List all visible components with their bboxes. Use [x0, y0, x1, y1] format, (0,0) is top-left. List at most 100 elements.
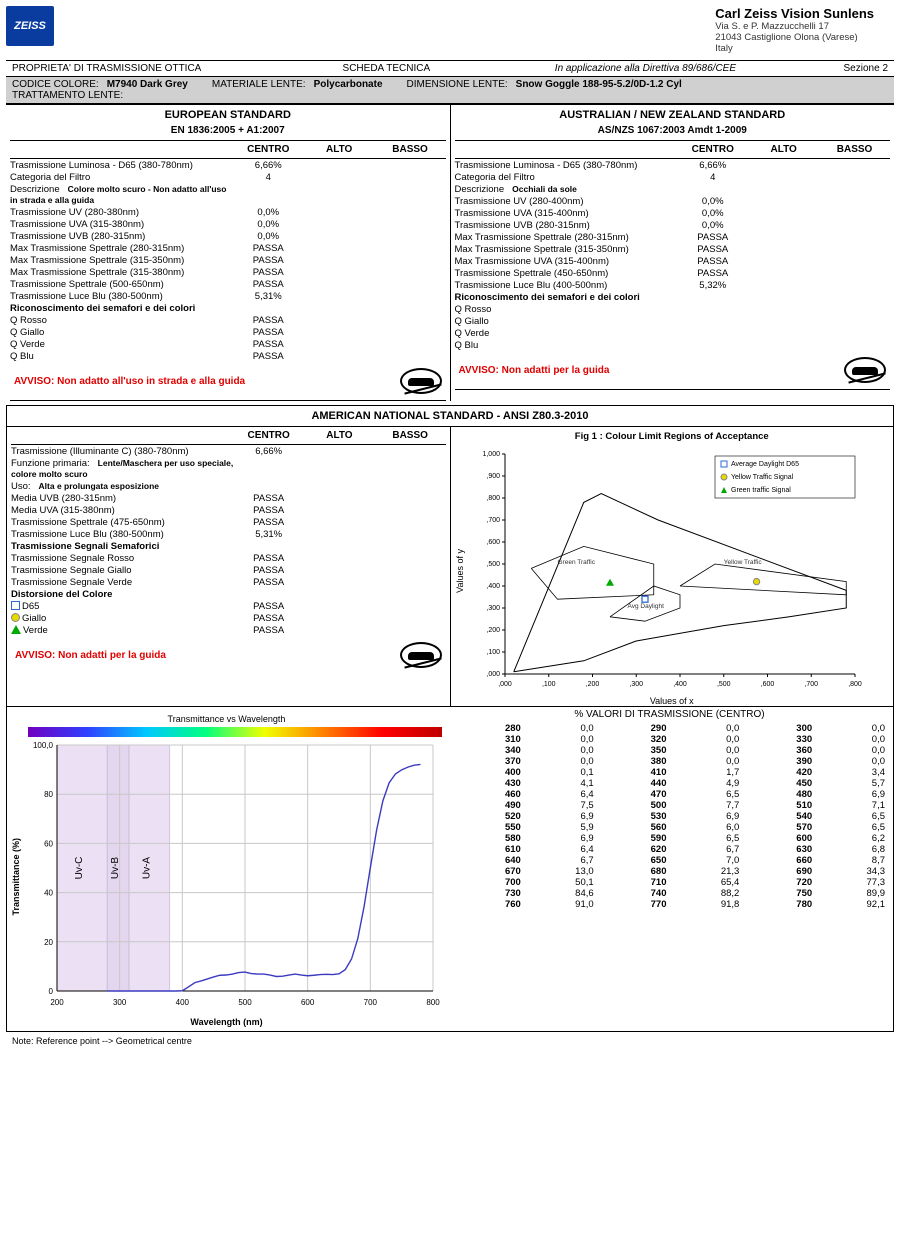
trans-value: 6,2 — [818, 833, 885, 844]
data-row: Max Trasmissione Spettrale (315-350nm)PA… — [455, 243, 891, 255]
aus-rows: Trasmissione Luminosa - D65 (380-780nm)6… — [455, 159, 891, 291]
bottom-row: Transmittance vs Wavelength Transmittanc… — [6, 707, 894, 1032]
svg-text:500: 500 — [238, 998, 252, 1007]
trans-value: 6,8 — [818, 844, 885, 855]
svg-text:,400: ,400 — [673, 681, 687, 688]
eu-warning: AVVISO: Non adatto all'uso in strada e a… — [14, 376, 245, 387]
wavelength-nm: 500 — [600, 800, 667, 811]
wavelength-nm: 430 — [454, 778, 521, 789]
data-row: Trasmissione Luminosa - D65 (380-780nm)6… — [455, 159, 891, 171]
wavelength-nm: 740 — [600, 888, 667, 899]
wavelength-nm: 280 — [454, 723, 521, 734]
data-row: DescrizioneColore molto scuro - Non adat… — [10, 183, 446, 206]
svg-text:400: 400 — [176, 998, 190, 1007]
company-name: Carl Zeiss Vision Sunlens — [715, 6, 874, 21]
wavelength-nm: 770 — [600, 899, 667, 910]
wavelength-nm: 440 — [600, 778, 667, 789]
ansi-distortion: D65PASSAGialloPASSAVerdePASSA — [11, 600, 446, 636]
fig1-chart: ,000,100,200,300,400,500,600,700,800,000… — [465, 446, 865, 696]
eu-traffic-header: Riconoscimento dei semafori e dei colori — [10, 302, 446, 314]
data-row: Trasmissione Spettrale (450-650nm)PASSA — [455, 267, 891, 279]
wavelength-nm: 350 — [600, 745, 667, 756]
trans-value: 6,5 — [818, 811, 885, 822]
sq-marker-icon — [11, 601, 20, 610]
svg-text:300: 300 — [113, 998, 127, 1007]
data-row: Trasmissione Segnale RossoPASSA — [11, 552, 446, 564]
wavelength-nm: 420 — [745, 767, 812, 778]
data-row: Trasmissione UVA (315-380nm)0,0% — [10, 218, 446, 230]
svg-text:,100: ,100 — [541, 681, 555, 688]
wavelength-nm: 460 — [454, 789, 521, 800]
wavelength-nm: 710 — [600, 877, 667, 888]
wavelength-nm: 330 — [745, 734, 812, 745]
wavelength-nm: 530 — [600, 811, 667, 822]
trans-value: 91,0 — [527, 899, 594, 910]
data-row: Trasmissione (Illuminante C) (380-780nm)… — [11, 445, 446, 457]
trans-value: 6,0 — [673, 822, 740, 833]
spectrum-bar — [28, 727, 442, 737]
svg-text:100,0: 100,0 — [33, 741, 54, 750]
ansi-warning-row: AVVISO: Non adatti per la guida — [11, 636, 446, 674]
data-row: Categoria del Filtro4 — [10, 171, 446, 183]
trans-value: 7,1 — [818, 800, 885, 811]
svg-text:200: 200 — [50, 998, 64, 1007]
trans-value: 0,0 — [673, 745, 740, 756]
wavelength-nm: 600 — [745, 833, 812, 844]
ansi-distortion-header: Distorsione del Colore — [11, 588, 446, 600]
ansi-panel: AMERICAN NATIONAL STANDARD - ANSI Z80.3-… — [6, 405, 894, 707]
svg-text:,300: ,300 — [629, 681, 643, 688]
trans-value: 0,0 — [527, 745, 594, 756]
trans-value: 6,9 — [818, 789, 885, 800]
svg-text:Uv-A: Uv-A — [141, 857, 152, 880]
eu-col-heads: CENTROALTOBASSO — [10, 141, 446, 159]
data-row: Q RossoPASSA — [10, 314, 446, 326]
spectrum-title: Transmittance vs Wavelength — [11, 711, 442, 727]
data-row: Funzione primaria:Lente/Maschera per uso… — [11, 457, 446, 480]
ansi-col-heads: CENTROALTOBASSO — [11, 427, 446, 445]
wavelength-nm: 510 — [745, 800, 812, 811]
data-row: VerdePASSA — [11, 624, 446, 636]
trans-value: 6,9 — [527, 811, 594, 822]
trans-value: 6,5 — [673, 789, 740, 800]
header: ZEISS Carl Zeiss Vision Sunlens Via S. e… — [6, 6, 894, 54]
spectrum-chart: Uv-CUv-BUv-A2003004005006007008000204060… — [21, 737, 441, 1017]
data-row: Trasmissione UVB (280-315nm)0,0% — [455, 219, 891, 231]
wavelength-nm: 720 — [745, 877, 812, 888]
no-driving-icon — [400, 642, 442, 668]
data-row: DescrizioneOcchiali da sole — [455, 183, 891, 195]
svg-text:80: 80 — [44, 790, 53, 799]
color-code-label: CODICE COLORE: — [12, 79, 99, 90]
data-row: Q Blu — [455, 339, 891, 351]
titlebar-section: Sezione 2 — [800, 61, 894, 76]
wavelength-nm: 570 — [745, 822, 812, 833]
spectrum-chart-box: Transmittance vs Wavelength Transmittanc… — [7, 707, 446, 1031]
zeiss-logo: ZEISS — [6, 6, 54, 46]
svg-text:Uv-C: Uv-C — [74, 857, 85, 880]
ansi-signals: Trasmissione Segnale RossoPASSATrasmissi… — [11, 552, 446, 588]
svg-text:Green Traffic: Green Traffic — [557, 559, 595, 566]
trans-value: 4,9 — [673, 778, 740, 789]
svg-text:0: 0 — [49, 987, 54, 996]
svg-text:,500: ,500 — [716, 681, 730, 688]
aus-standard-panel: AUSTRALIAN / NEW ZEALAND STANDARD AS/NZS… — [451, 105, 895, 401]
wavelength-nm: 580 — [454, 833, 521, 844]
wavelength-nm: 680 — [600, 866, 667, 877]
titlebar-left: PROPRIETA' DI TRASMISSIONE OTTICA — [6, 61, 282, 76]
trans-value: 6,9 — [527, 833, 594, 844]
company-address: Carl Zeiss Vision Sunlens Via S. e P. Ma… — [715, 6, 894, 54]
svg-text:,600: ,600 — [760, 681, 774, 688]
wavelength-nm: 290 — [600, 723, 667, 734]
svg-text:800: 800 — [426, 998, 440, 1007]
svg-text:20: 20 — [44, 938, 53, 947]
trans-value: 6,7 — [673, 844, 740, 855]
wavelength-nm: 490 — [454, 800, 521, 811]
data-row: Max Trasmissione Spettrale (280-315nm)PA… — [10, 242, 446, 254]
material: Polycarbonate — [314, 79, 383, 90]
data-row: Max Trasmissione Spettrale (315-380nm)PA… — [10, 266, 446, 278]
wavelength-nm: 640 — [454, 855, 521, 866]
trans-value: 77,3 — [818, 877, 885, 888]
no-driving-icon — [844, 357, 886, 383]
trans-value: 8,7 — [818, 855, 885, 866]
material-label: MATERIALE LENTE: — [212, 79, 306, 90]
trans-value: 6,5 — [818, 822, 885, 833]
